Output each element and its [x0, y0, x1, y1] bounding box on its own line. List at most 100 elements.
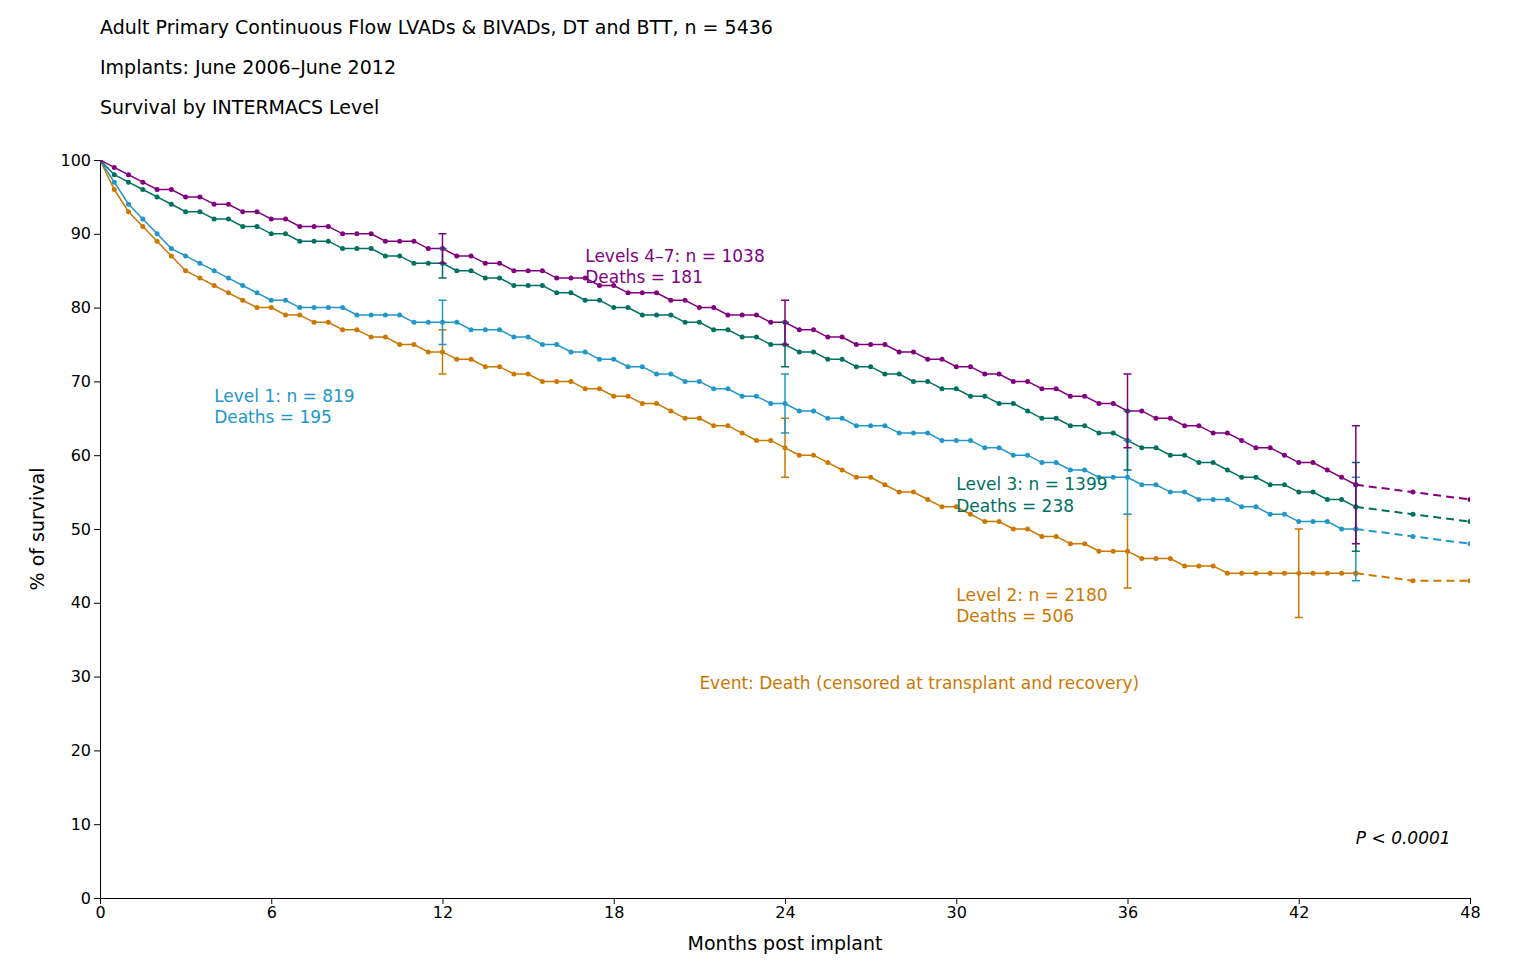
point [1239, 475, 1244, 480]
point [1096, 431, 1101, 436]
curve-label: Level 3: n = 1399Deaths = 238 [956, 474, 1107, 515]
point [997, 372, 1002, 377]
point [454, 268, 459, 273]
error-bar [439, 300, 447, 344]
point [383, 312, 388, 317]
point [183, 209, 188, 214]
x-tick: 6 [267, 898, 277, 922]
point [269, 231, 274, 236]
y-tick: 50 [71, 520, 100, 539]
curve-label-line: Deaths = 181 [585, 267, 703, 287]
curve-label-line: Deaths = 238 [956, 495, 1074, 515]
point [1282, 512, 1287, 517]
point [711, 423, 716, 428]
point [312, 320, 317, 325]
point [1025, 408, 1030, 413]
point [954, 386, 959, 391]
point [155, 194, 160, 199]
point [1082, 467, 1087, 472]
point [140, 180, 145, 185]
point [1139, 445, 1144, 450]
point [1182, 453, 1187, 458]
point [1011, 453, 1016, 458]
series [100, 160, 1358, 509]
point [183, 253, 188, 258]
point [169, 187, 174, 192]
y-tick-mark [94, 234, 100, 235]
point [1054, 416, 1059, 421]
point [1182, 490, 1187, 495]
point [697, 416, 702, 421]
point [1168, 490, 1173, 495]
point [126, 202, 131, 207]
curve-label-line: Levels 4–7: n = 1038 [585, 245, 765, 265]
point [354, 246, 359, 251]
y-tick-label: 40 [71, 593, 91, 612]
point [939, 504, 944, 509]
point [768, 320, 773, 325]
point [283, 312, 288, 317]
point [197, 276, 202, 281]
point [497, 276, 502, 281]
line [100, 160, 1356, 507]
point [640, 401, 645, 406]
y-axis: 0102030405060708090100 [60, 151, 100, 908]
point [1253, 475, 1258, 480]
point [854, 423, 859, 428]
x-axis-title: Months post implant [688, 932, 883, 954]
subtitle: Implants: June 2006–June 2012 [100, 56, 396, 78]
point [411, 320, 416, 325]
point [1168, 556, 1173, 561]
point [583, 386, 588, 391]
point [1111, 549, 1116, 554]
point [982, 372, 987, 377]
point [725, 312, 730, 317]
point [126, 172, 131, 177]
point [882, 342, 887, 347]
point [911, 490, 916, 495]
point [668, 408, 673, 413]
point [526, 335, 531, 340]
point [354, 231, 359, 236]
point [725, 386, 730, 391]
point [226, 217, 231, 222]
point [868, 364, 873, 369]
point [568, 290, 573, 295]
dashed-line [1356, 529, 1470, 544]
point [1253, 571, 1258, 576]
point [454, 357, 459, 362]
event-text: Event: Death (censored at transplant and… [699, 673, 1139, 693]
point [454, 253, 459, 258]
point [654, 372, 659, 377]
point [540, 268, 545, 273]
point [326, 320, 331, 325]
point [1239, 571, 1244, 576]
point [354, 327, 359, 332]
point [654, 312, 659, 317]
point [169, 253, 174, 258]
point [1410, 512, 1415, 517]
point [697, 320, 702, 325]
dashed-line [1356, 507, 1470, 522]
point [611, 305, 616, 310]
x-tick-label: 24 [775, 903, 795, 922]
point [568, 379, 573, 384]
titles: Adult Primary Continuous Flow LVADs & BI… [100, 16, 773, 118]
point [811, 327, 816, 332]
point [740, 335, 745, 340]
curve-label-line: Deaths = 195 [214, 407, 332, 427]
point [254, 305, 259, 310]
point [626, 394, 631, 399]
point [997, 445, 1002, 450]
point [312, 239, 317, 244]
point [497, 261, 502, 266]
point [1268, 445, 1273, 450]
point [212, 283, 217, 288]
point [483, 364, 488, 369]
point [1211, 497, 1216, 502]
y-tick: 80 [71, 298, 100, 317]
point [897, 431, 902, 436]
point [939, 357, 944, 362]
series [1353, 504, 1470, 524]
point [982, 394, 987, 399]
